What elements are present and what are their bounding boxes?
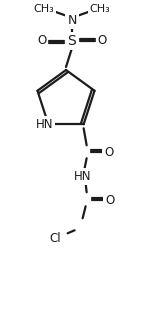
Text: O: O [97,35,107,47]
Text: S: S [68,34,76,48]
Text: O: O [104,146,113,159]
Text: HN: HN [36,118,53,131]
Text: HN: HN [74,170,91,183]
Text: O: O [37,35,47,47]
Text: N: N [67,14,77,27]
Text: O: O [105,194,114,207]
Text: CH₃: CH₃ [90,4,110,14]
Text: Cl: Cl [50,232,62,245]
Text: CH₃: CH₃ [34,4,54,14]
